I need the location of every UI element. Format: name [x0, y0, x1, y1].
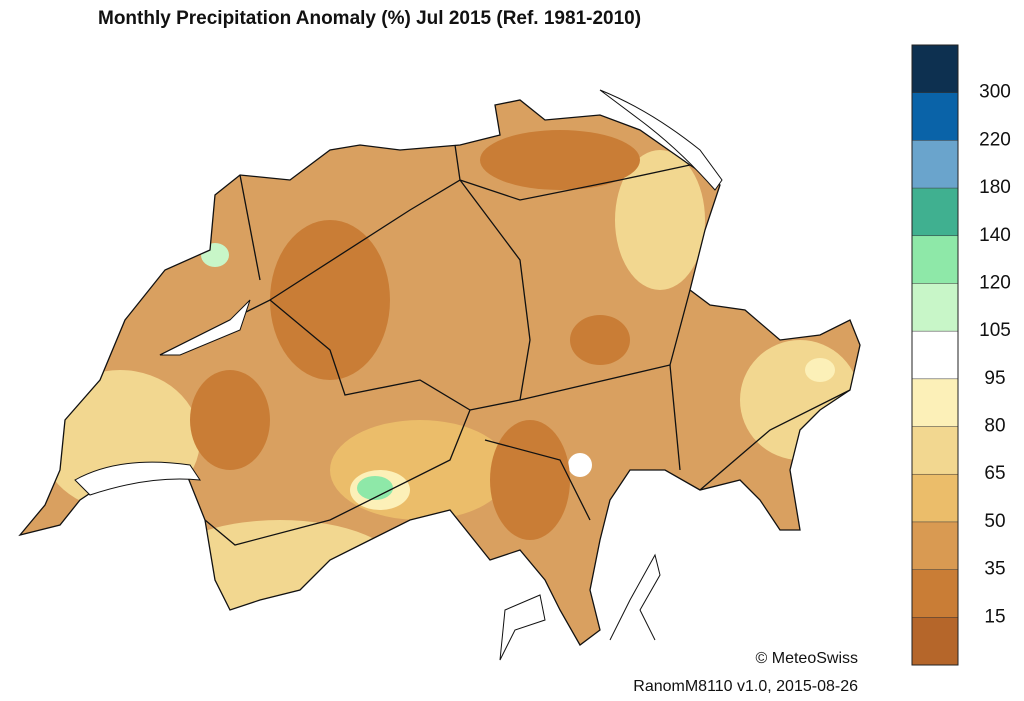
map-title: Monthly Precipitation Anomaly (%) Jul 20… — [98, 8, 641, 29]
colorbar-label: 95 — [984, 368, 1005, 389]
colorbar-label: 105 — [979, 320, 1011, 341]
colorbar-box — [912, 140, 958, 189]
colorbar-label: 15 — [984, 606, 1005, 627]
colorbar-label: 140 — [979, 225, 1011, 246]
colorbar-label: 300 — [979, 82, 1011, 103]
colorbar-label: 80 — [984, 416, 1005, 437]
colorbar-box — [912, 283, 958, 332]
colorbar-box — [912, 569, 958, 618]
colorbar-box — [912, 235, 958, 284]
colorbar-label: 65 — [984, 463, 1005, 484]
colorbar-box — [912, 617, 958, 665]
colorbar-box — [912, 426, 958, 475]
colorbar-frame — [911, 44, 959, 666]
colorbar-box — [912, 45, 958, 93]
colorbar-label: 180 — [979, 177, 1011, 198]
colorbar-label: 220 — [979, 129, 1011, 150]
lakes — [74, 89, 723, 661]
version: RanomM8110 v1.0, 2015-08-26 — [633, 678, 858, 695]
colorbar-box — [912, 378, 958, 427]
precip-field — [20, 100, 860, 645]
colorbar-label: 50 — [984, 511, 1005, 532]
borders — [18, 99, 861, 646]
colorbar-box — [912, 92, 958, 141]
map — [18, 89, 861, 661]
colorbar-box — [912, 474, 958, 522]
colorbar: 300 220 180 140 120 105 95 80 65 50 35 15 — [911, 44, 1011, 666]
credit: © MeteoSwiss — [756, 650, 858, 667]
colorbar-box — [912, 521, 958, 570]
colorbar-label: 35 — [984, 559, 1005, 580]
colorbar-box — [912, 331, 958, 379]
colorbar-box — [912, 188, 958, 236]
colorbar-label: 120 — [979, 272, 1011, 293]
